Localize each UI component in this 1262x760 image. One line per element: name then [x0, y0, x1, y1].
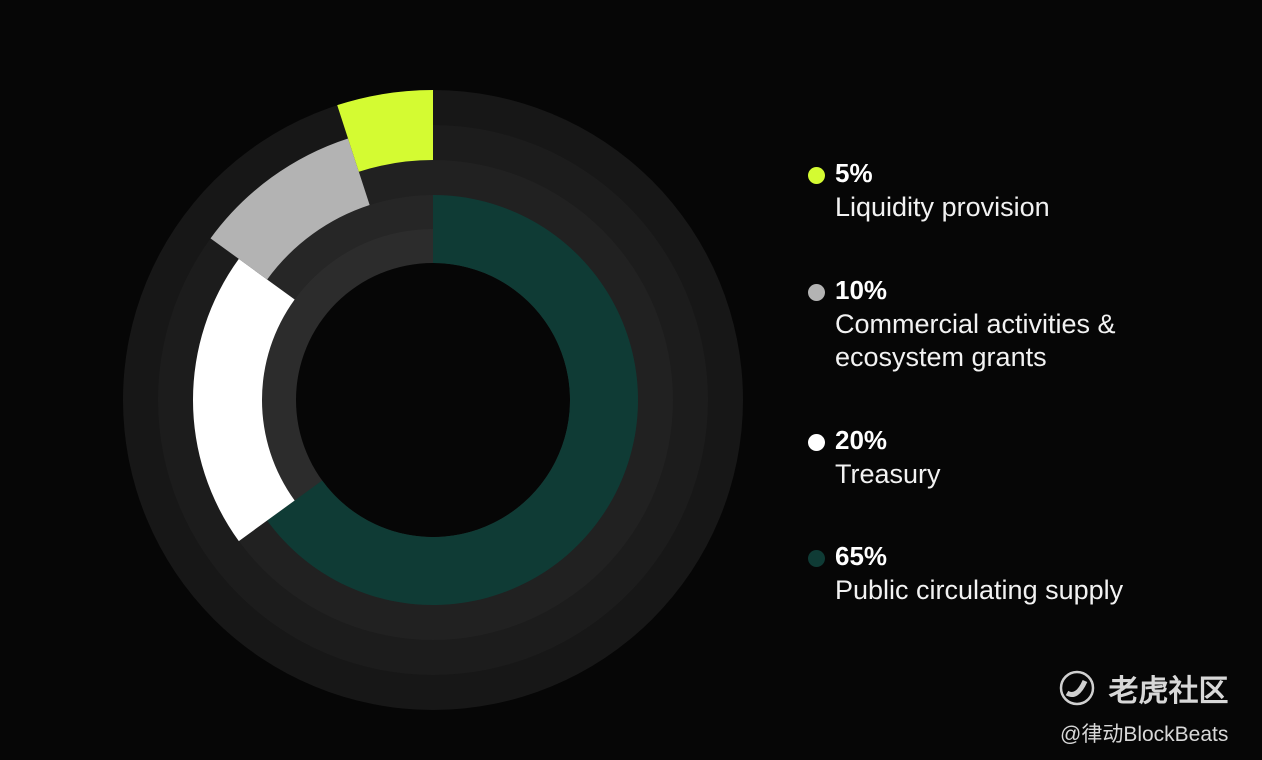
- watermark-credit: @律动BlockBeats: [1060, 723, 1229, 746]
- slice-public-circulating-supply: [267, 195, 639, 605]
- legend-label: Treasury: [835, 459, 941, 489]
- legend-percent: 65%: [835, 541, 888, 571]
- legend-label: Liquidity provision: [835, 192, 1050, 222]
- legend-dot: [808, 284, 825, 301]
- legend-percent: 5%: [835, 158, 873, 188]
- watermark-logo: 老虎社区: [1058, 666, 1228, 710]
- legend-percent: 10%: [835, 275, 888, 305]
- legend-label: Public circulating supply: [835, 575, 1124, 605]
- tiger-logo-icon: [1059, 670, 1095, 706]
- center-hole: [296, 263, 570, 537]
- legend-dot: [808, 167, 825, 184]
- legend-percent: 20%: [835, 425, 888, 455]
- legend-dot: [808, 434, 825, 451]
- slice-commercial-activities-ecosystem-grants: [210, 138, 370, 280]
- slice-liquidity-provision: [337, 90, 433, 172]
- legend-label: Commercial activities & ecosystem grants: [835, 309, 1116, 372]
- legend-dot: [808, 550, 825, 567]
- slice-treasury: [192, 258, 295, 542]
- watermark-brand: 老虎社区: [1108, 675, 1229, 708]
